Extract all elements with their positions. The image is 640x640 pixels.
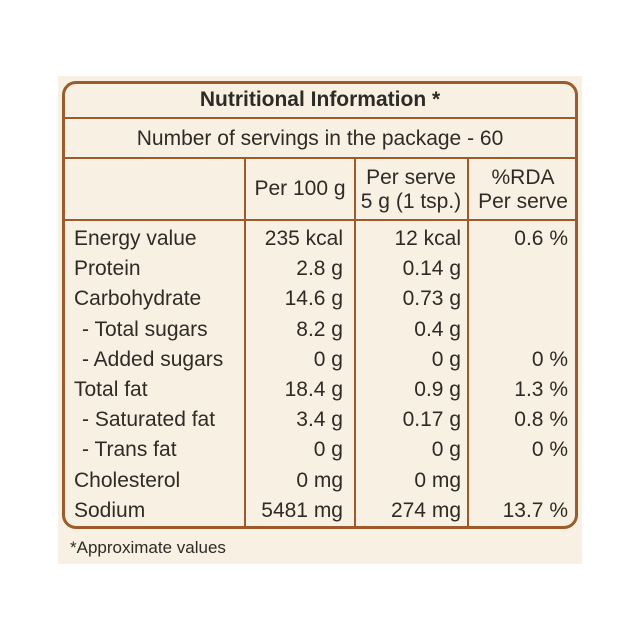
- cell-value: 274 mg: [390, 498, 461, 522]
- cell-value: 3.4 g: [296, 408, 343, 432]
- column-header: Per serve: [366, 166, 456, 189]
- column-header: Per 100 g: [254, 177, 346, 200]
- column-divider: [467, 158, 469, 527]
- cell-value: 0 %: [531, 347, 568, 371]
- cell-value: 12 kcal: [394, 227, 461, 250]
- cell-value: 0 mg: [296, 468, 343, 492]
- cell-value: 0.14 g: [402, 257, 461, 281]
- cell-value: 18.4 g: [284, 378, 343, 401]
- row-divider: [62, 117, 578, 119]
- table-frame: [62, 81, 578, 529]
- cell-value: 5481 mg: [261, 498, 343, 522]
- column-divider: [354, 158, 356, 527]
- cell-value: 0 g: [431, 347, 461, 371]
- column-header: 5 g (1 tsp.): [360, 190, 462, 213]
- column-header: Per serve: [478, 190, 568, 213]
- row-label: Total fat: [74, 378, 148, 401]
- row-divider: [62, 219, 578, 221]
- cell-value: 13.7 %: [502, 498, 568, 522]
- cell-value: 0 g: [313, 347, 343, 371]
- row-label: - Total sugars: [82, 317, 208, 341]
- table-subtitle: Number of servings in the package - 60: [136, 127, 504, 150]
- row-label: Protein: [74, 257, 141, 281]
- cell-value: 0 mg: [414, 468, 461, 492]
- row-label: - Trans fat: [82, 438, 177, 462]
- cell-value: 8.2 g: [296, 317, 343, 341]
- footnote: *Approximate values: [70, 538, 226, 557]
- cell-value: 235 kcal: [264, 227, 343, 250]
- row-label: - Saturated fat: [82, 408, 216, 432]
- cell-value: 0.9 g: [414, 378, 461, 401]
- cell-value: 2.8 g: [296, 257, 343, 281]
- row-label: Cholesterol: [74, 468, 181, 492]
- row-label: Energy value: [74, 227, 197, 250]
- cell-value: 0.73 g: [402, 287, 461, 311]
- cell-value: 0 %: [531, 438, 568, 462]
- cell-value: 0.6 %: [514, 227, 568, 250]
- row-label: Carbohydrate: [74, 287, 202, 311]
- cell-value: 0 g: [313, 438, 343, 462]
- cell-value: 0.8 %: [514, 408, 568, 432]
- cell-value: 0 g: [431, 438, 461, 462]
- column-divider: [244, 158, 246, 527]
- row-label: Sodium: [74, 498, 146, 522]
- table-title: Nutritional Information *: [199, 88, 441, 111]
- row-divider: [62, 157, 578, 159]
- cell-value: 14.6 g: [284, 287, 343, 311]
- row-label: - Added sugars: [82, 347, 224, 371]
- cell-value: 1.3 %: [514, 378, 568, 401]
- cell-value: 0.4 g: [414, 317, 461, 341]
- column-header: %RDA: [491, 166, 555, 189]
- cell-value: 0.17 g: [402, 408, 461, 432]
